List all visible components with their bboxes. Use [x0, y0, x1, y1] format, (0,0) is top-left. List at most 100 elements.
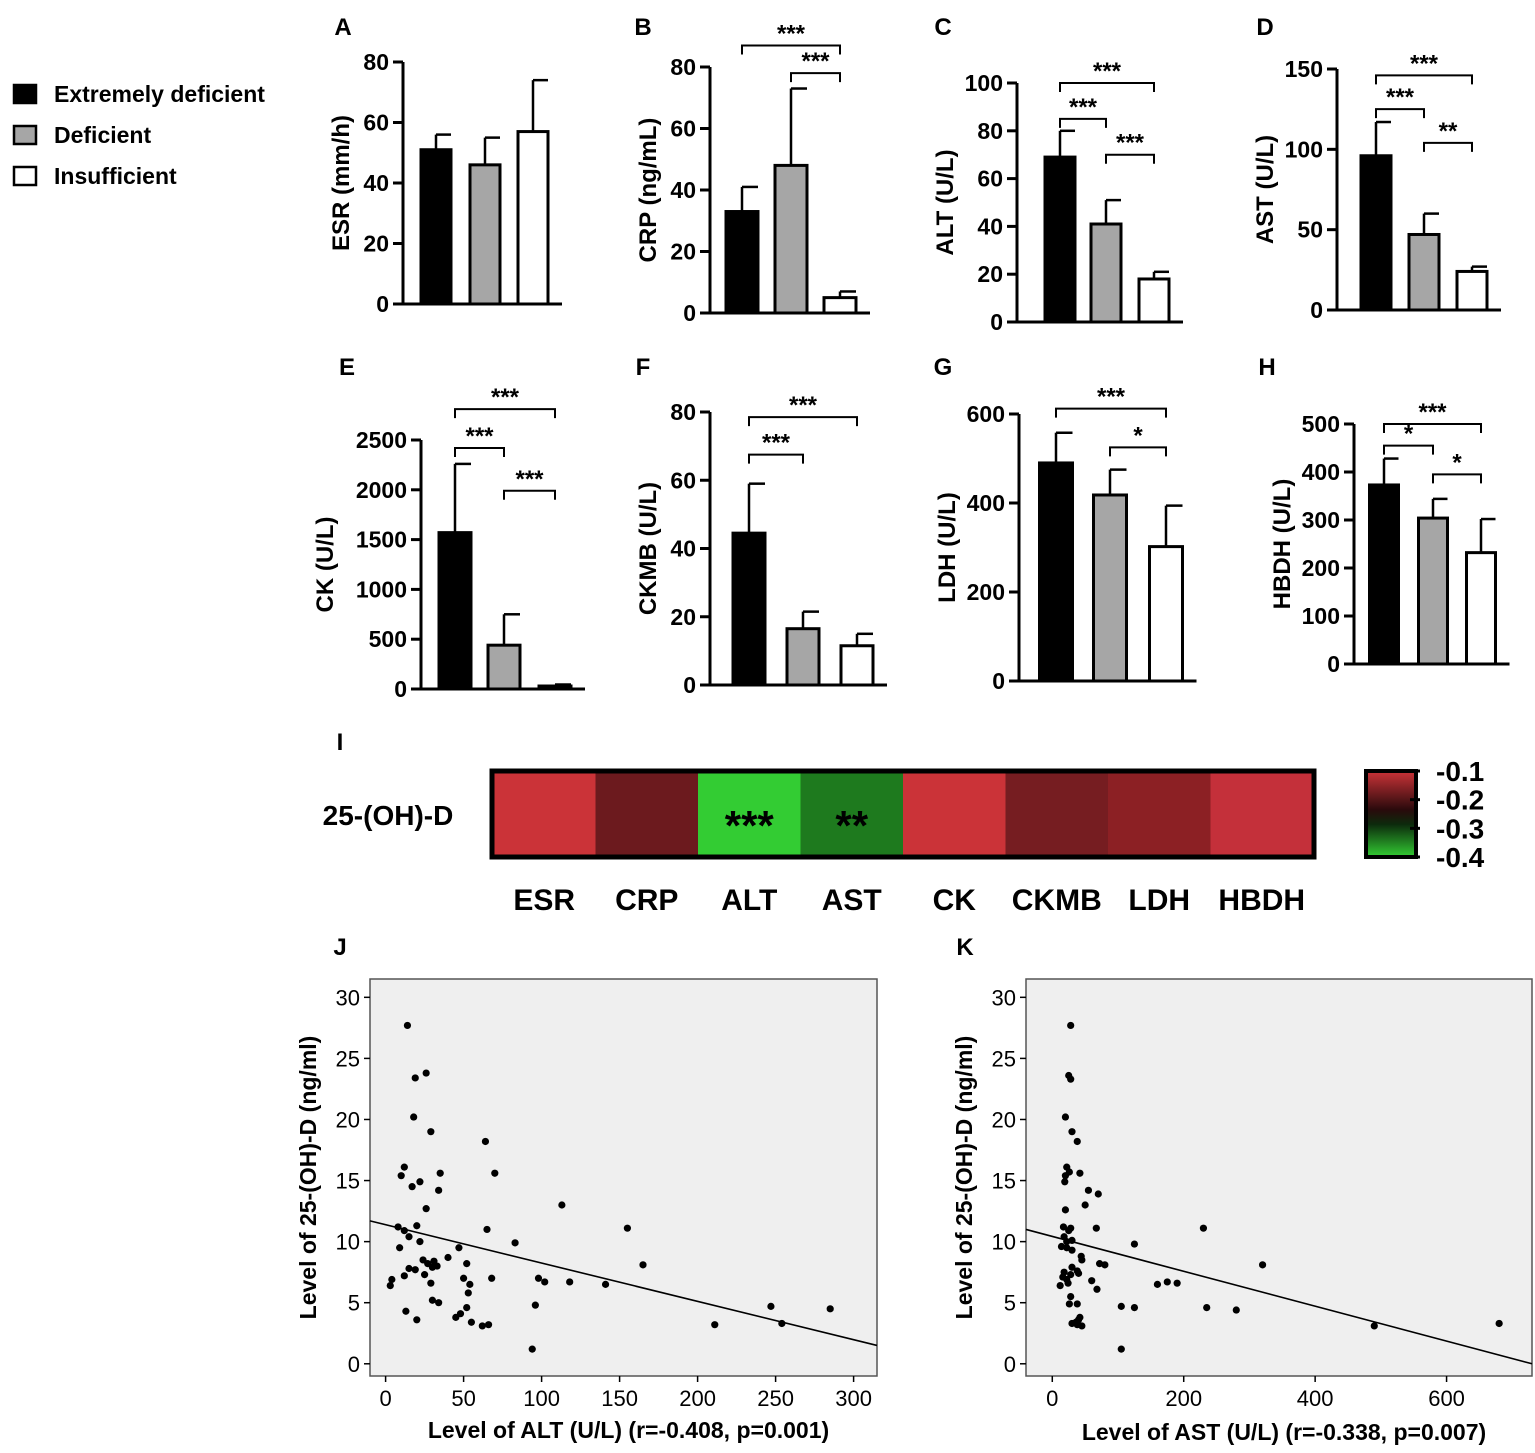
significance-bracket	[1383, 444, 1434, 455]
significance-bracket	[454, 446, 505, 457]
y-tick-label: 20	[363, 231, 389, 257]
y-tick-label: 500	[1302, 411, 1340, 437]
y-tick-label: 50	[1297, 217, 1323, 243]
colorbar-tick-label: -0.3	[1436, 813, 1484, 844]
x-tick-label: 0	[1046, 1386, 1058, 1411]
heatmap-annotation: **	[835, 802, 868, 849]
panel-f: F 0 20 40 60 80 CKMB (U/L) *** ***	[635, 354, 887, 698]
data-point	[711, 1321, 719, 1329]
data-point	[1073, 1300, 1081, 1308]
y-axis-title: ESR (mm/h)	[328, 115, 355, 251]
data-point	[1061, 1178, 1069, 1186]
y-tick-label: 0	[990, 309, 1003, 335]
panel-label: K	[956, 934, 974, 961]
data-point	[601, 1280, 610, 1288]
y-tick-label: 150	[1285, 56, 1323, 82]
panel-b: B 0 20 40 60 80 CRP (ng/mL) ******	[634, 14, 870, 326]
data-point	[452, 1313, 460, 1321]
y-tick-label: 20	[992, 1107, 1016, 1132]
legend-swatch-extremely-deficient	[12, 83, 38, 105]
significance-bracket	[1105, 153, 1155, 164]
data-point	[541, 1278, 549, 1286]
data-point	[491, 1169, 499, 1177]
data-point	[528, 1345, 536, 1353]
significance-bracket	[503, 489, 556, 500]
data-point	[463, 1260, 471, 1268]
bar	[486, 643, 522, 691]
y-axis-title: Level of 25-(OH)-D (ng/ml)	[951, 1036, 977, 1320]
data-point	[1064, 1279, 1072, 1287]
data-point	[1258, 1261, 1267, 1269]
y-tick-label: 10	[992, 1230, 1016, 1255]
significance-bracket	[454, 408, 556, 419]
x-tick-label: 200	[679, 1386, 716, 1411]
colorbar-tick-label: -0.2	[1436, 785, 1484, 816]
data-point	[1076, 1313, 1084, 1321]
panel-a: A 0 20 40 60 80 ESR (mm/h)	[328, 14, 562, 317]
significance-bracket	[1055, 407, 1167, 418]
significance-bracket	[1375, 108, 1425, 119]
significance-bracket	[1432, 473, 1482, 484]
y-tick-label: 15	[336, 1169, 360, 1194]
y-tick-label: 200	[967, 579, 1005, 605]
heatmap-cell	[493, 772, 596, 856]
heatmap-cell	[1210, 772, 1314, 856]
y-tick-label: 80	[670, 399, 696, 425]
y-tick-label: 80	[363, 49, 389, 75]
data-point	[1074, 1269, 1083, 1277]
data-point	[460, 1274, 468, 1282]
data-point	[455, 1244, 463, 1252]
y-tick-label: 2000	[356, 477, 407, 503]
heatmap-column-label: ESR	[513, 884, 575, 917]
y-tick-label: 20	[670, 604, 696, 630]
y-tick-label: 0	[1004, 1352, 1016, 1377]
y-tick-label: 100	[965, 70, 1003, 96]
data-point	[433, 1262, 441, 1270]
data-point	[534, 1274, 543, 1282]
y-tick-label: 0	[1327, 651, 1340, 677]
data-point	[484, 1321, 493, 1329]
data-point	[435, 1186, 443, 1194]
data-point	[410, 1113, 418, 1121]
data-point	[478, 1322, 486, 1330]
bar	[516, 130, 550, 306]
data-point	[481, 1137, 490, 1146]
bar	[419, 148, 453, 306]
data-point	[1061, 1113, 1070, 1121]
significance-label: ***	[801, 48, 830, 75]
y-axis-title: CK (U/L)	[312, 517, 339, 613]
data-point	[483, 1225, 491, 1234]
data-point	[1067, 1075, 1075, 1083]
data-point	[1093, 1285, 1101, 1293]
panel-label: G	[934, 354, 953, 381]
significance-label: ***	[1116, 130, 1145, 157]
panel-k: K 0 5 10 15 20 25 30 0 200 400 600 Level of 25-(OH)-…	[951, 934, 1533, 1445]
data-point	[397, 1172, 405, 1180]
y-tick-label: 80	[670, 54, 696, 80]
bar	[1148, 545, 1184, 683]
significance-bracket	[748, 416, 858, 427]
bar	[1368, 483, 1400, 666]
x-tick-label: 100	[523, 1386, 560, 1411]
heatmap-column-label: CRP	[615, 884, 678, 917]
data-point	[400, 1163, 408, 1171]
y-tick-label: 100	[1285, 136, 1323, 162]
y-tick-label: 30	[336, 985, 360, 1010]
bar	[1359, 154, 1393, 312]
data-point	[1094, 1190, 1102, 1198]
heatmap-cell	[903, 772, 1006, 856]
data-point	[1117, 1302, 1125, 1310]
data-point	[1130, 1303, 1139, 1312]
significance-bracket	[1059, 82, 1155, 92]
heatmap-column-label: ALT	[721, 884, 777, 917]
data-point	[411, 1266, 419, 1274]
heatmap-column-label: HBDH	[1218, 884, 1305, 917]
significance-label: ***	[1410, 50, 1439, 77]
data-point	[411, 1074, 419, 1082]
data-point	[623, 1224, 632, 1232]
bar	[1465, 551, 1497, 666]
significance-label: ***	[762, 430, 791, 457]
bar	[1092, 493, 1128, 683]
